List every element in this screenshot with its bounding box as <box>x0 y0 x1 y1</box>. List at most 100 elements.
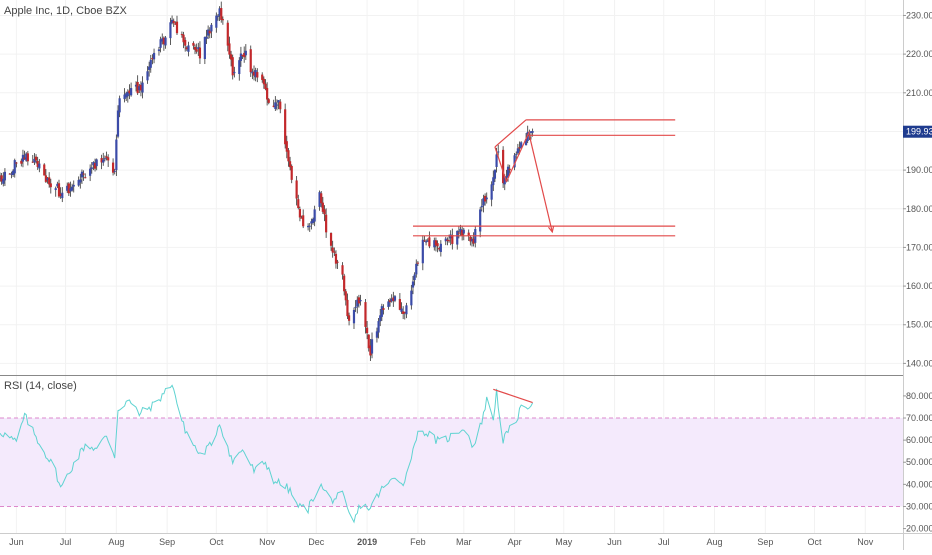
candle <box>134 81 138 92</box>
time-tick-label: Aug <box>108 537 124 547</box>
price-axis[interactable]: 140.00150.00160.00170.00180.00190.00200.… <box>903 10 932 368</box>
candle-body <box>175 21 179 34</box>
time-axis[interactable]: Jun Jul Aug Sep Oct Nov Dec 2019 Feb Mar Apr May Jun… <box>9 537 874 547</box>
candle <box>357 294 361 308</box>
candle <box>392 291 395 307</box>
candle <box>333 247 336 257</box>
candle-body <box>84 177 87 179</box>
candle <box>251 68 254 80</box>
rsi-axis[interactable]: 20.0000 30.0000 40.0000 50.0000 60.0000 70.00… <box>903 391 932 534</box>
candle <box>252 65 256 81</box>
candle <box>12 169 15 177</box>
candle <box>95 158 98 171</box>
candle <box>320 191 323 208</box>
candle-body <box>180 34 184 36</box>
candle-body <box>23 157 26 160</box>
candle-body <box>434 240 438 246</box>
main-legend[interactable]: Apple Inc, 1D, Cboe BZX <box>4 5 128 17</box>
candle-body <box>415 263 418 275</box>
candle <box>323 205 326 222</box>
candle <box>279 99 282 114</box>
price-tag: 199.93 <box>903 125 932 138</box>
candle-body <box>367 334 370 349</box>
candle-body <box>207 29 210 36</box>
candle-body <box>31 161 34 163</box>
candle-body <box>347 315 351 321</box>
candle-body <box>218 8 221 16</box>
candle-body <box>438 247 441 250</box>
channel-line <box>494 146 507 182</box>
candle <box>516 143 519 155</box>
candle <box>310 218 313 230</box>
candle <box>226 20 229 52</box>
candle <box>446 237 449 246</box>
candle <box>185 45 188 52</box>
candle <box>462 227 465 241</box>
candle <box>203 36 206 65</box>
time-tick-label: Feb <box>410 537 426 547</box>
last-price-label: 199.93 <box>906 127 932 137</box>
candle-body <box>274 102 277 109</box>
candle <box>444 236 447 246</box>
candle <box>89 164 92 182</box>
candle-body <box>492 177 495 186</box>
candle-body <box>26 153 29 162</box>
candle <box>313 205 316 227</box>
candle <box>208 27 211 39</box>
candle <box>290 164 293 184</box>
candle-body <box>231 57 234 76</box>
candle-body <box>161 38 164 42</box>
candle-body <box>413 274 416 281</box>
candle <box>331 240 334 258</box>
candle <box>93 158 97 172</box>
candle-body <box>329 232 333 246</box>
candle <box>57 179 61 198</box>
candle <box>184 37 187 52</box>
candle-body <box>472 238 475 244</box>
candle-body <box>159 39 162 48</box>
candle <box>403 311 406 320</box>
candle <box>502 146 505 188</box>
candle <box>480 199 483 212</box>
candle <box>102 152 105 166</box>
candle <box>288 156 292 171</box>
candle-body <box>71 186 74 191</box>
candle <box>302 209 305 229</box>
candle-body <box>482 198 485 206</box>
candle <box>423 236 426 242</box>
candle-body <box>352 309 356 324</box>
candle-body <box>149 59 152 68</box>
candle-body <box>128 90 131 94</box>
candle <box>159 36 162 53</box>
candle <box>157 46 161 56</box>
rsi-legend[interactable]: RSI (14, close) <box>4 380 77 392</box>
rsi-tick-label: 40.0000 <box>906 479 932 489</box>
candle <box>128 84 131 100</box>
candle-body <box>439 243 442 252</box>
candle-body <box>318 192 321 207</box>
candle <box>388 297 392 307</box>
candle-body <box>243 52 246 58</box>
candle-body <box>447 240 451 242</box>
candle-body <box>115 139 118 171</box>
rsi-annotations-layer <box>493 388 533 404</box>
candle-body <box>393 296 397 301</box>
candle-body <box>261 74 264 80</box>
candle-body <box>82 173 85 175</box>
time-tick-label: Oct <box>807 537 822 547</box>
candle <box>169 17 172 46</box>
candle-body <box>66 185 69 191</box>
candle <box>105 151 108 161</box>
candle-body <box>354 306 357 308</box>
candle-body <box>275 104 279 106</box>
candle <box>59 187 62 199</box>
candle <box>125 91 128 102</box>
candle-body <box>233 71 236 74</box>
candle-body <box>56 183 59 187</box>
candle-body <box>311 219 315 223</box>
candle-body <box>141 82 144 93</box>
candle <box>343 273 346 296</box>
candle <box>38 159 41 173</box>
